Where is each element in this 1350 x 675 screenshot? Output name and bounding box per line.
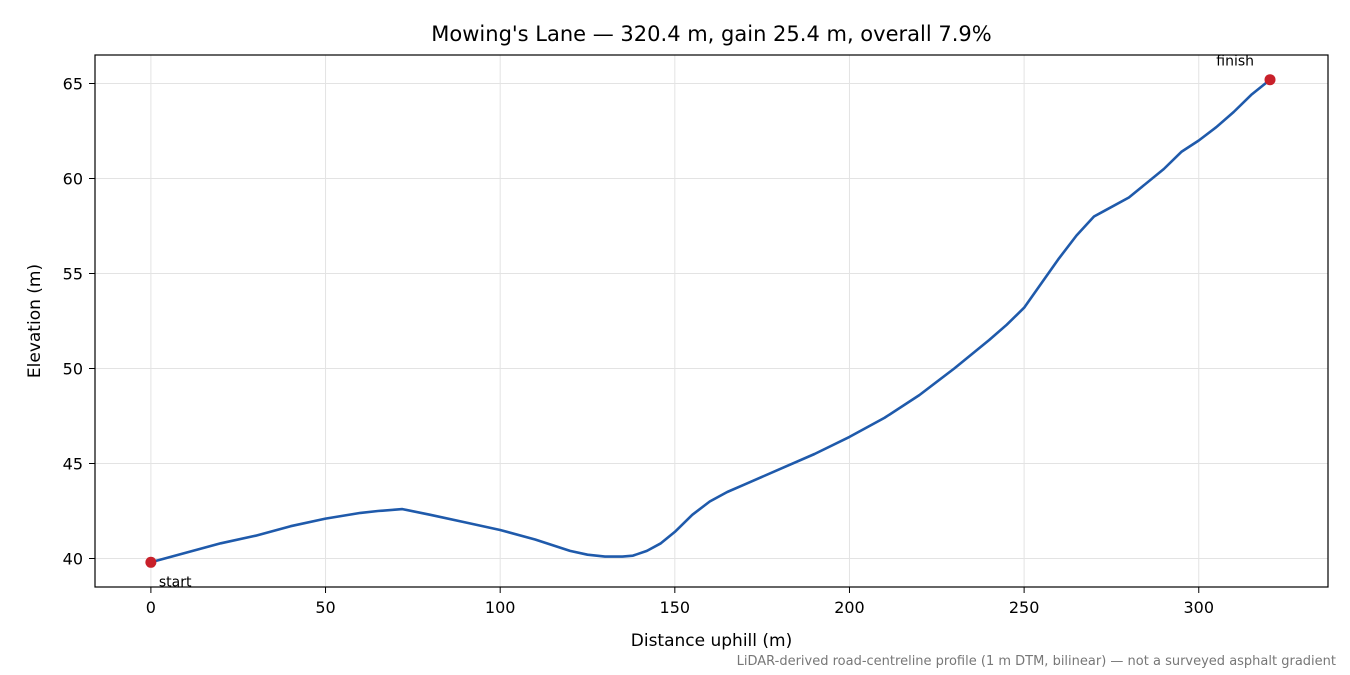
- y-tick-label: 55: [63, 265, 83, 284]
- marker-layer: start finish: [145, 54, 1276, 590]
- x-tick-label: 50: [315, 598, 335, 617]
- elevation-line: [149, 78, 1272, 564]
- grid-lines: [95, 55, 1328, 587]
- finish-marker: [1264, 74, 1276, 86]
- x-tick-label: 300: [1183, 598, 1214, 617]
- y-tick-label: 45: [63, 455, 83, 474]
- x-tick-label: 200: [834, 598, 865, 617]
- y-tick-label: 60: [63, 170, 83, 189]
- y-tick-label: 65: [63, 75, 83, 94]
- footnote: LiDAR-derived road-centreline profile (1…: [737, 654, 1336, 669]
- x-axis-title: Distance uphill (m): [631, 631, 792, 651]
- finish-label: finish: [1216, 54, 1254, 70]
- start-marker: [145, 556, 157, 568]
- x-tick-label: 100: [485, 598, 516, 617]
- y-tick-label: 40: [63, 550, 83, 569]
- y-axis-title: Elevation (m): [25, 264, 45, 378]
- chart-title: Mowing's Lane — 320.4 m, gain 25.4 m, ov…: [431, 22, 991, 46]
- x-tick-label: 0: [146, 598, 156, 617]
- x-tick-label: 150: [660, 598, 691, 617]
- plot-frame: [94, 54, 1329, 588]
- tick-layer: 0 50 100 150 200 250 300 40 45 50 55 60 65: [63, 75, 1214, 618]
- x-tick-label: 250: [1009, 598, 1040, 617]
- y-tick-label: 50: [63, 360, 83, 379]
- series-layer: [149, 78, 1272, 564]
- start-label: start: [159, 574, 192, 590]
